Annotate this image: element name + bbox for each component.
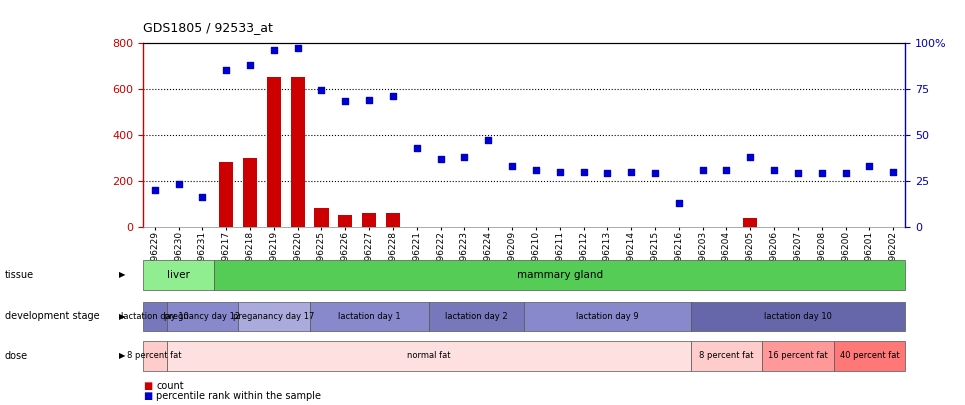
Point: [218, 67, 234, 73]
Point: [576, 168, 592, 175]
Text: ▶: ▶: [120, 352, 125, 360]
Point: [505, 163, 520, 169]
Bar: [243, 158, 257, 227]
Point: [433, 156, 449, 162]
Text: pregnancy day 12: pregnancy day 12: [164, 312, 240, 321]
Bar: [266, 77, 281, 227]
Point: [838, 170, 853, 177]
Bar: [338, 215, 352, 227]
Text: preganancy day 17: preganancy day 17: [234, 312, 315, 321]
Text: lactation day 10: lactation day 10: [121, 312, 189, 321]
Point: [790, 170, 806, 177]
Point: [743, 153, 758, 160]
Text: 16 percent fat: 16 percent fat: [768, 352, 828, 360]
Text: ■: ■: [143, 382, 152, 391]
Text: lactation day 10: lactation day 10: [764, 312, 832, 321]
Point: [552, 168, 567, 175]
Text: 40 percent fat: 40 percent fat: [840, 352, 899, 360]
Text: lactation day 2: lactation day 2: [445, 312, 508, 321]
Text: lactation day 9: lactation day 9: [576, 312, 639, 321]
Point: [338, 98, 353, 105]
Point: [147, 187, 162, 193]
Point: [528, 166, 543, 173]
Bar: [219, 162, 234, 227]
Text: lactation day 1: lactation day 1: [338, 312, 400, 321]
Text: tissue: tissue: [5, 270, 34, 280]
Text: ■: ■: [143, 391, 152, 401]
Text: GDS1805 / 92533_at: GDS1805 / 92533_at: [143, 21, 273, 34]
Point: [599, 170, 615, 177]
Point: [171, 181, 186, 188]
Text: mammary gland: mammary gland: [516, 270, 603, 280]
Point: [814, 170, 830, 177]
Text: percentile rank within the sample: percentile rank within the sample: [156, 391, 321, 401]
Text: ▶: ▶: [120, 271, 125, 279]
Bar: [743, 217, 758, 227]
Bar: [362, 213, 376, 227]
Point: [362, 96, 377, 103]
Point: [719, 166, 734, 173]
Point: [766, 166, 782, 173]
Point: [456, 153, 472, 160]
Point: [886, 168, 901, 175]
Point: [290, 45, 305, 51]
Text: liver: liver: [167, 270, 190, 280]
Bar: [315, 208, 329, 227]
Bar: [386, 213, 400, 227]
Point: [695, 166, 710, 173]
Text: development stage: development stage: [5, 311, 99, 321]
Text: count: count: [156, 382, 184, 391]
Point: [242, 62, 258, 68]
Point: [195, 194, 210, 200]
Point: [266, 47, 282, 53]
Text: 8 percent fat: 8 percent fat: [127, 352, 182, 360]
Point: [481, 137, 496, 143]
Text: ▶: ▶: [120, 312, 125, 321]
Point: [648, 170, 663, 177]
Point: [671, 200, 686, 206]
Text: normal fat: normal fat: [407, 352, 451, 360]
Point: [385, 93, 400, 99]
Point: [862, 163, 877, 169]
Point: [409, 144, 425, 151]
Bar: [290, 77, 305, 227]
Text: 8 percent fat: 8 percent fat: [700, 352, 754, 360]
Point: [623, 168, 639, 175]
Text: dose: dose: [5, 351, 28, 361]
Point: [314, 87, 329, 94]
